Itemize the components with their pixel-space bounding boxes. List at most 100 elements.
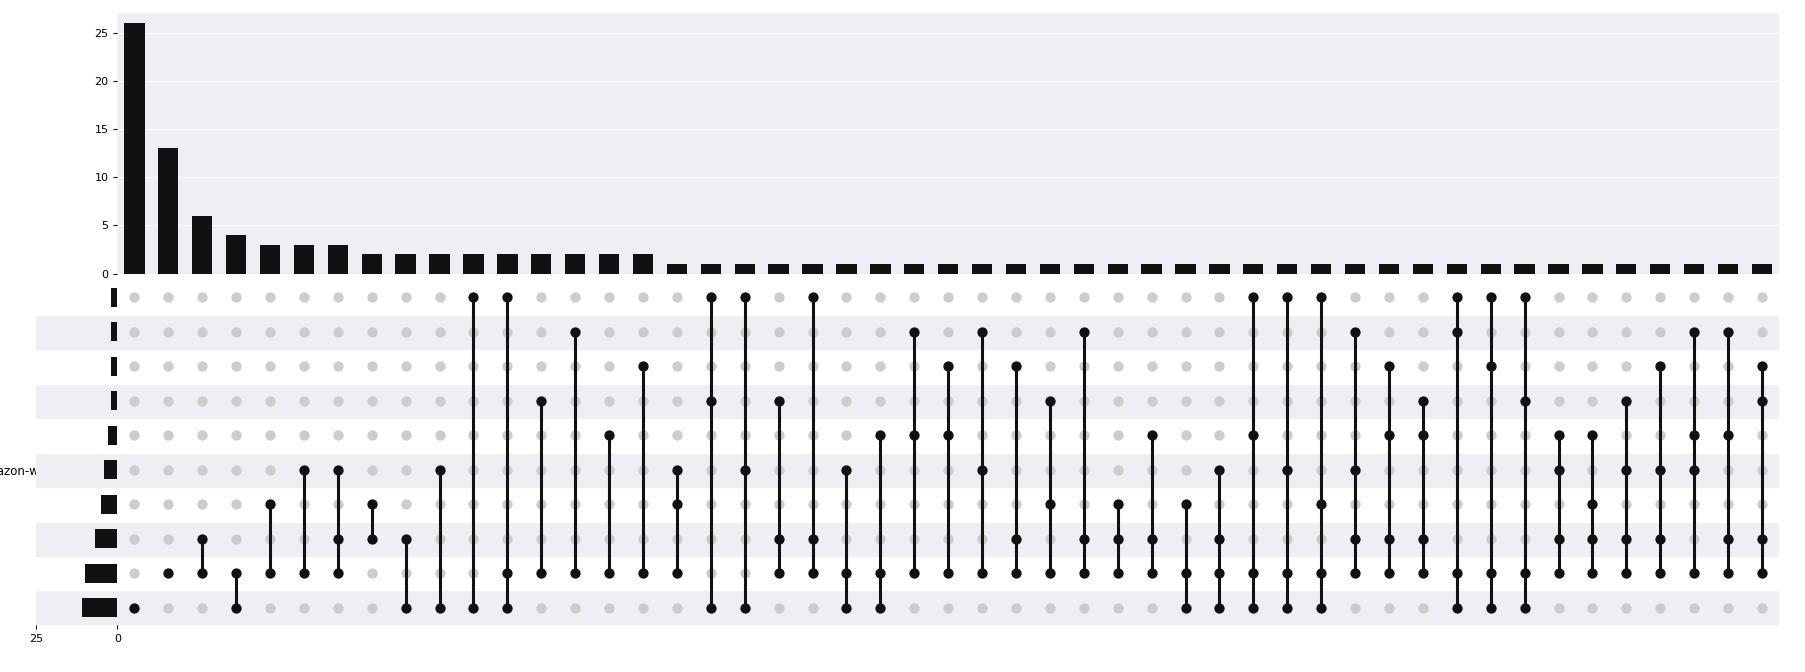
Point <box>289 499 318 509</box>
Point <box>527 430 556 441</box>
Point <box>1137 602 1166 613</box>
Point <box>1475 568 1504 579</box>
Bar <box>599 254 619 274</box>
Point <box>255 499 283 509</box>
Point <box>1578 568 1606 579</box>
Point <box>899 292 928 303</box>
Point <box>1747 464 1776 475</box>
Point <box>1475 430 1504 441</box>
Point <box>392 464 421 475</box>
Point <box>392 361 421 372</box>
Point <box>1137 568 1166 579</box>
Point <box>424 430 453 441</box>
Bar <box>36 487 117 521</box>
Point <box>1307 499 1336 509</box>
Bar <box>117 556 1778 591</box>
Bar <box>1717 264 1736 274</box>
Point <box>255 568 283 579</box>
Point <box>832 292 861 303</box>
Point <box>1273 568 1301 579</box>
Point <box>1713 464 1742 475</box>
Bar <box>36 418 117 453</box>
Point <box>1578 396 1606 407</box>
Point <box>1578 430 1606 441</box>
Bar <box>1106 264 1128 274</box>
Point <box>697 361 726 372</box>
Point <box>1679 396 1708 407</box>
Point <box>967 499 996 509</box>
Point <box>1103 292 1132 303</box>
Point <box>1509 327 1538 337</box>
Point <box>1069 464 1097 475</box>
Point <box>424 602 453 613</box>
Bar <box>632 254 653 274</box>
Bar <box>36 280 117 314</box>
Point <box>967 361 996 372</box>
Point <box>1103 396 1132 407</box>
Point <box>255 602 283 613</box>
Bar <box>110 391 117 411</box>
Point <box>899 464 928 475</box>
Point <box>1069 430 1097 441</box>
Point <box>392 534 421 544</box>
Point <box>357 568 386 579</box>
Point <box>1034 568 1063 579</box>
Point <box>662 396 691 407</box>
Point <box>1374 499 1402 509</box>
Point <box>798 534 827 544</box>
Point <box>493 568 522 579</box>
Point <box>1408 499 1437 509</box>
Point <box>188 464 217 475</box>
Point <box>1543 499 1572 509</box>
Bar <box>101 495 117 514</box>
Point <box>1339 430 1368 441</box>
Point <box>1612 327 1641 337</box>
Bar <box>36 453 117 487</box>
Point <box>560 361 588 372</box>
Point <box>697 534 726 544</box>
Point <box>832 396 861 407</box>
Point <box>1204 327 1233 337</box>
Point <box>628 361 657 372</box>
Point <box>255 361 283 372</box>
Point <box>560 327 588 337</box>
Point <box>1578 602 1606 613</box>
Point <box>357 327 386 337</box>
Bar <box>327 245 348 274</box>
Bar <box>1751 264 1771 274</box>
Point <box>662 499 691 509</box>
Point <box>899 534 928 544</box>
Point <box>1002 361 1031 372</box>
Point <box>1612 396 1641 407</box>
Point <box>1034 361 1063 372</box>
Point <box>899 396 928 407</box>
Point <box>1374 430 1402 441</box>
Point <box>527 327 556 337</box>
Point <box>458 396 487 407</box>
Point <box>1339 464 1368 475</box>
Point <box>392 292 421 303</box>
Point <box>1442 602 1471 613</box>
Point <box>594 568 623 579</box>
Bar <box>700 264 720 274</box>
Point <box>1170 499 1199 509</box>
Point <box>1612 534 1641 544</box>
Point <box>764 568 792 579</box>
Point <box>798 396 827 407</box>
Point <box>865 499 893 509</box>
Point <box>662 361 691 372</box>
Point <box>967 464 996 475</box>
Bar <box>110 288 117 307</box>
Bar <box>85 564 117 583</box>
Point <box>222 292 251 303</box>
Point <box>594 430 623 441</box>
Point <box>493 292 522 303</box>
Bar <box>666 264 686 274</box>
Point <box>1238 430 1267 441</box>
Bar <box>1547 264 1569 274</box>
Point <box>1713 499 1742 509</box>
Point <box>119 396 148 407</box>
Bar <box>1514 264 1534 274</box>
Point <box>1747 534 1776 544</box>
Point <box>865 602 893 613</box>
